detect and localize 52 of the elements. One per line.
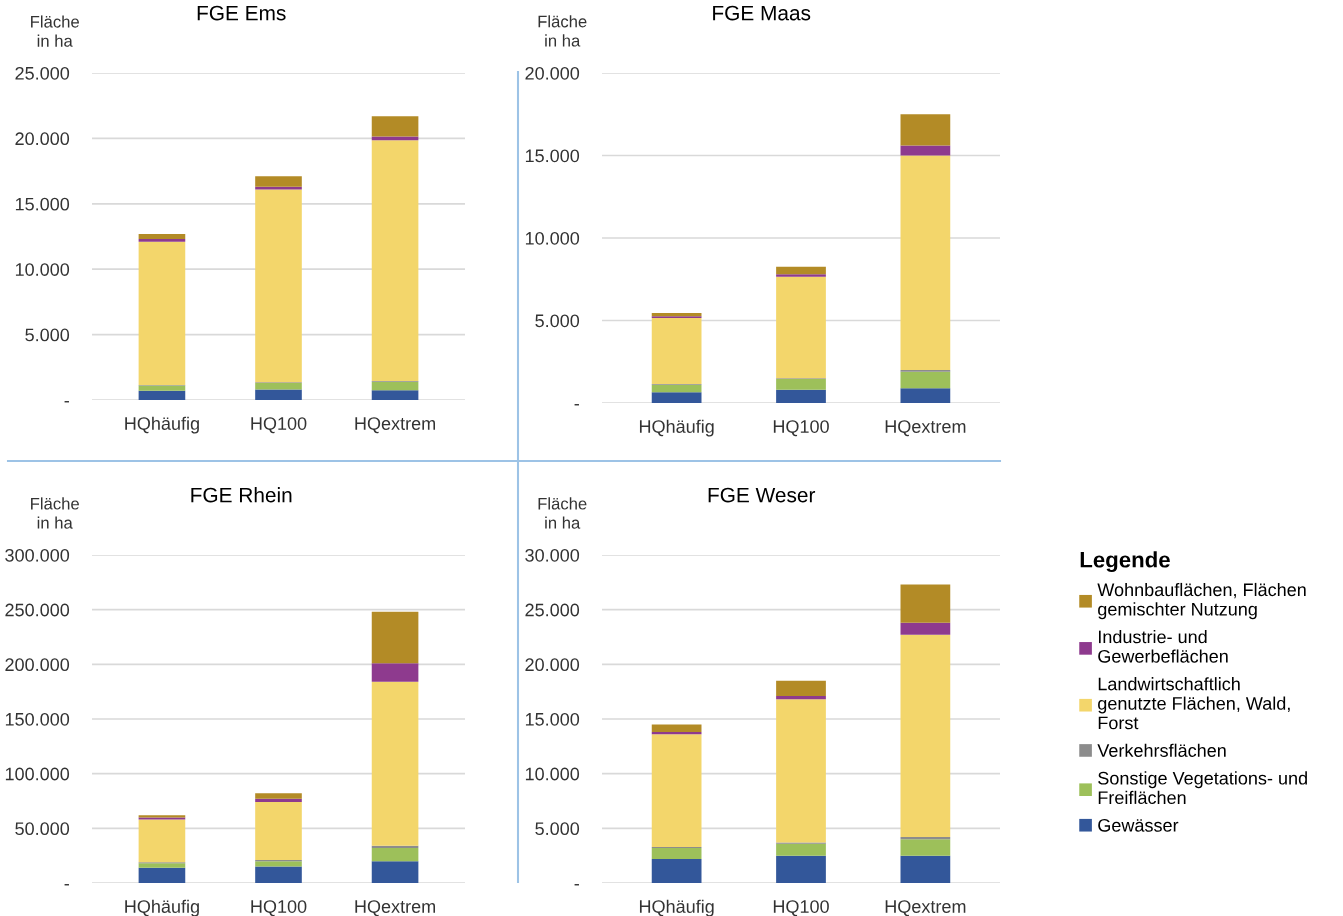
legend-label: Sonstige Vegetations- und Freiflächen — [1098, 771, 1307, 805]
y-tick-label: 5.000 — [535, 822, 580, 836]
chart-title: FGE Maas — [713, 5, 811, 21]
y-tick-label: 5.000 — [25, 328, 70, 342]
y-tick-label: 20.000 — [525, 66, 580, 80]
y-tick-label: - — [574, 404, 579, 406]
y-axis-title: Fläche in ha — [538, 15, 587, 47]
chart-title: FGE Rhein — [191, 487, 292, 503]
y-tick-label: 10.000 — [15, 263, 70, 276]
y-tick-label: 25.000 — [15, 66, 70, 80]
y-tick-label: - — [64, 401, 69, 403]
legend-label: Industrie- und Gewerbeflächen — [1098, 630, 1228, 663]
chart-title: FGE Weser — [708, 487, 816, 503]
y-tick-label: - — [574, 884, 579, 886]
legend-label: Landwirtschaftlich genutzte Flächen, Wald, Forst — [1098, 677, 1290, 730]
y-tick-label: 300.000 — [5, 548, 70, 562]
x-tick-label: HQ100 — [773, 420, 829, 437]
x-tick-label: HQ100 — [773, 900, 829, 916]
y-tick-label: 200.000 — [5, 658, 70, 672]
y-tick-label: 15.000 — [525, 712, 580, 726]
y-tick-label: 25.000 — [525, 603, 580, 617]
chart-title: FGE Ems — [197, 5, 286, 21]
y-tick-label: 10.000 — [525, 231, 580, 245]
y-tick-label: 100.000 — [5, 767, 70, 781]
legend-label: Gewässer — [1098, 818, 1179, 832]
legend-title: Legende — [1080, 551, 1170, 573]
x-tick-label: HQextrem — [885, 420, 966, 437]
x-tick-label: HQ100 — [251, 417, 307, 434]
x-tick-label: HQhäufig — [639, 899, 714, 916]
y-axis-title: Fläche in ha — [31, 15, 79, 47]
y-tick-label: 30.000 — [525, 548, 580, 562]
y-tick-label: 5.000 — [535, 314, 580, 328]
legend-label: Wohnbauflächen, Flächen gemischter Nutzung — [1097, 582, 1306, 620]
y-tick-label: 250.000 — [5, 603, 70, 617]
x-tick-label: HQ100 — [251, 900, 307, 916]
y-tick-label: 150.000 — [5, 712, 70, 726]
legend-label: Verkehrsflächen — [1097, 743, 1226, 757]
x-tick-label: HQextrem — [885, 900, 966, 916]
x-tick-label: HQhäufig — [125, 416, 199, 434]
y-tick-label: 15.000 — [15, 197, 70, 211]
y-axis-title: Fläche in ha — [31, 497, 79, 529]
y-tick-label: 20.000 — [15, 132, 70, 146]
y-tick-label: 20.000 — [525, 658, 580, 672]
y-tick-label: - — [64, 884, 69, 886]
x-tick-label: HQextrem — [355, 900, 436, 916]
y-tick-label: 15.000 — [525, 149, 580, 163]
y-tick-label: 50.000 — [15, 822, 70, 836]
x-tick-label: HQextrem — [355, 417, 436, 434]
y-tick-label: 10.000 — [525, 767, 580, 781]
x-tick-label: HQhäufig — [125, 899, 199, 916]
x-tick-label: HQhäufig — [639, 419, 714, 437]
y-axis-title: Fläche in ha — [538, 497, 587, 529]
